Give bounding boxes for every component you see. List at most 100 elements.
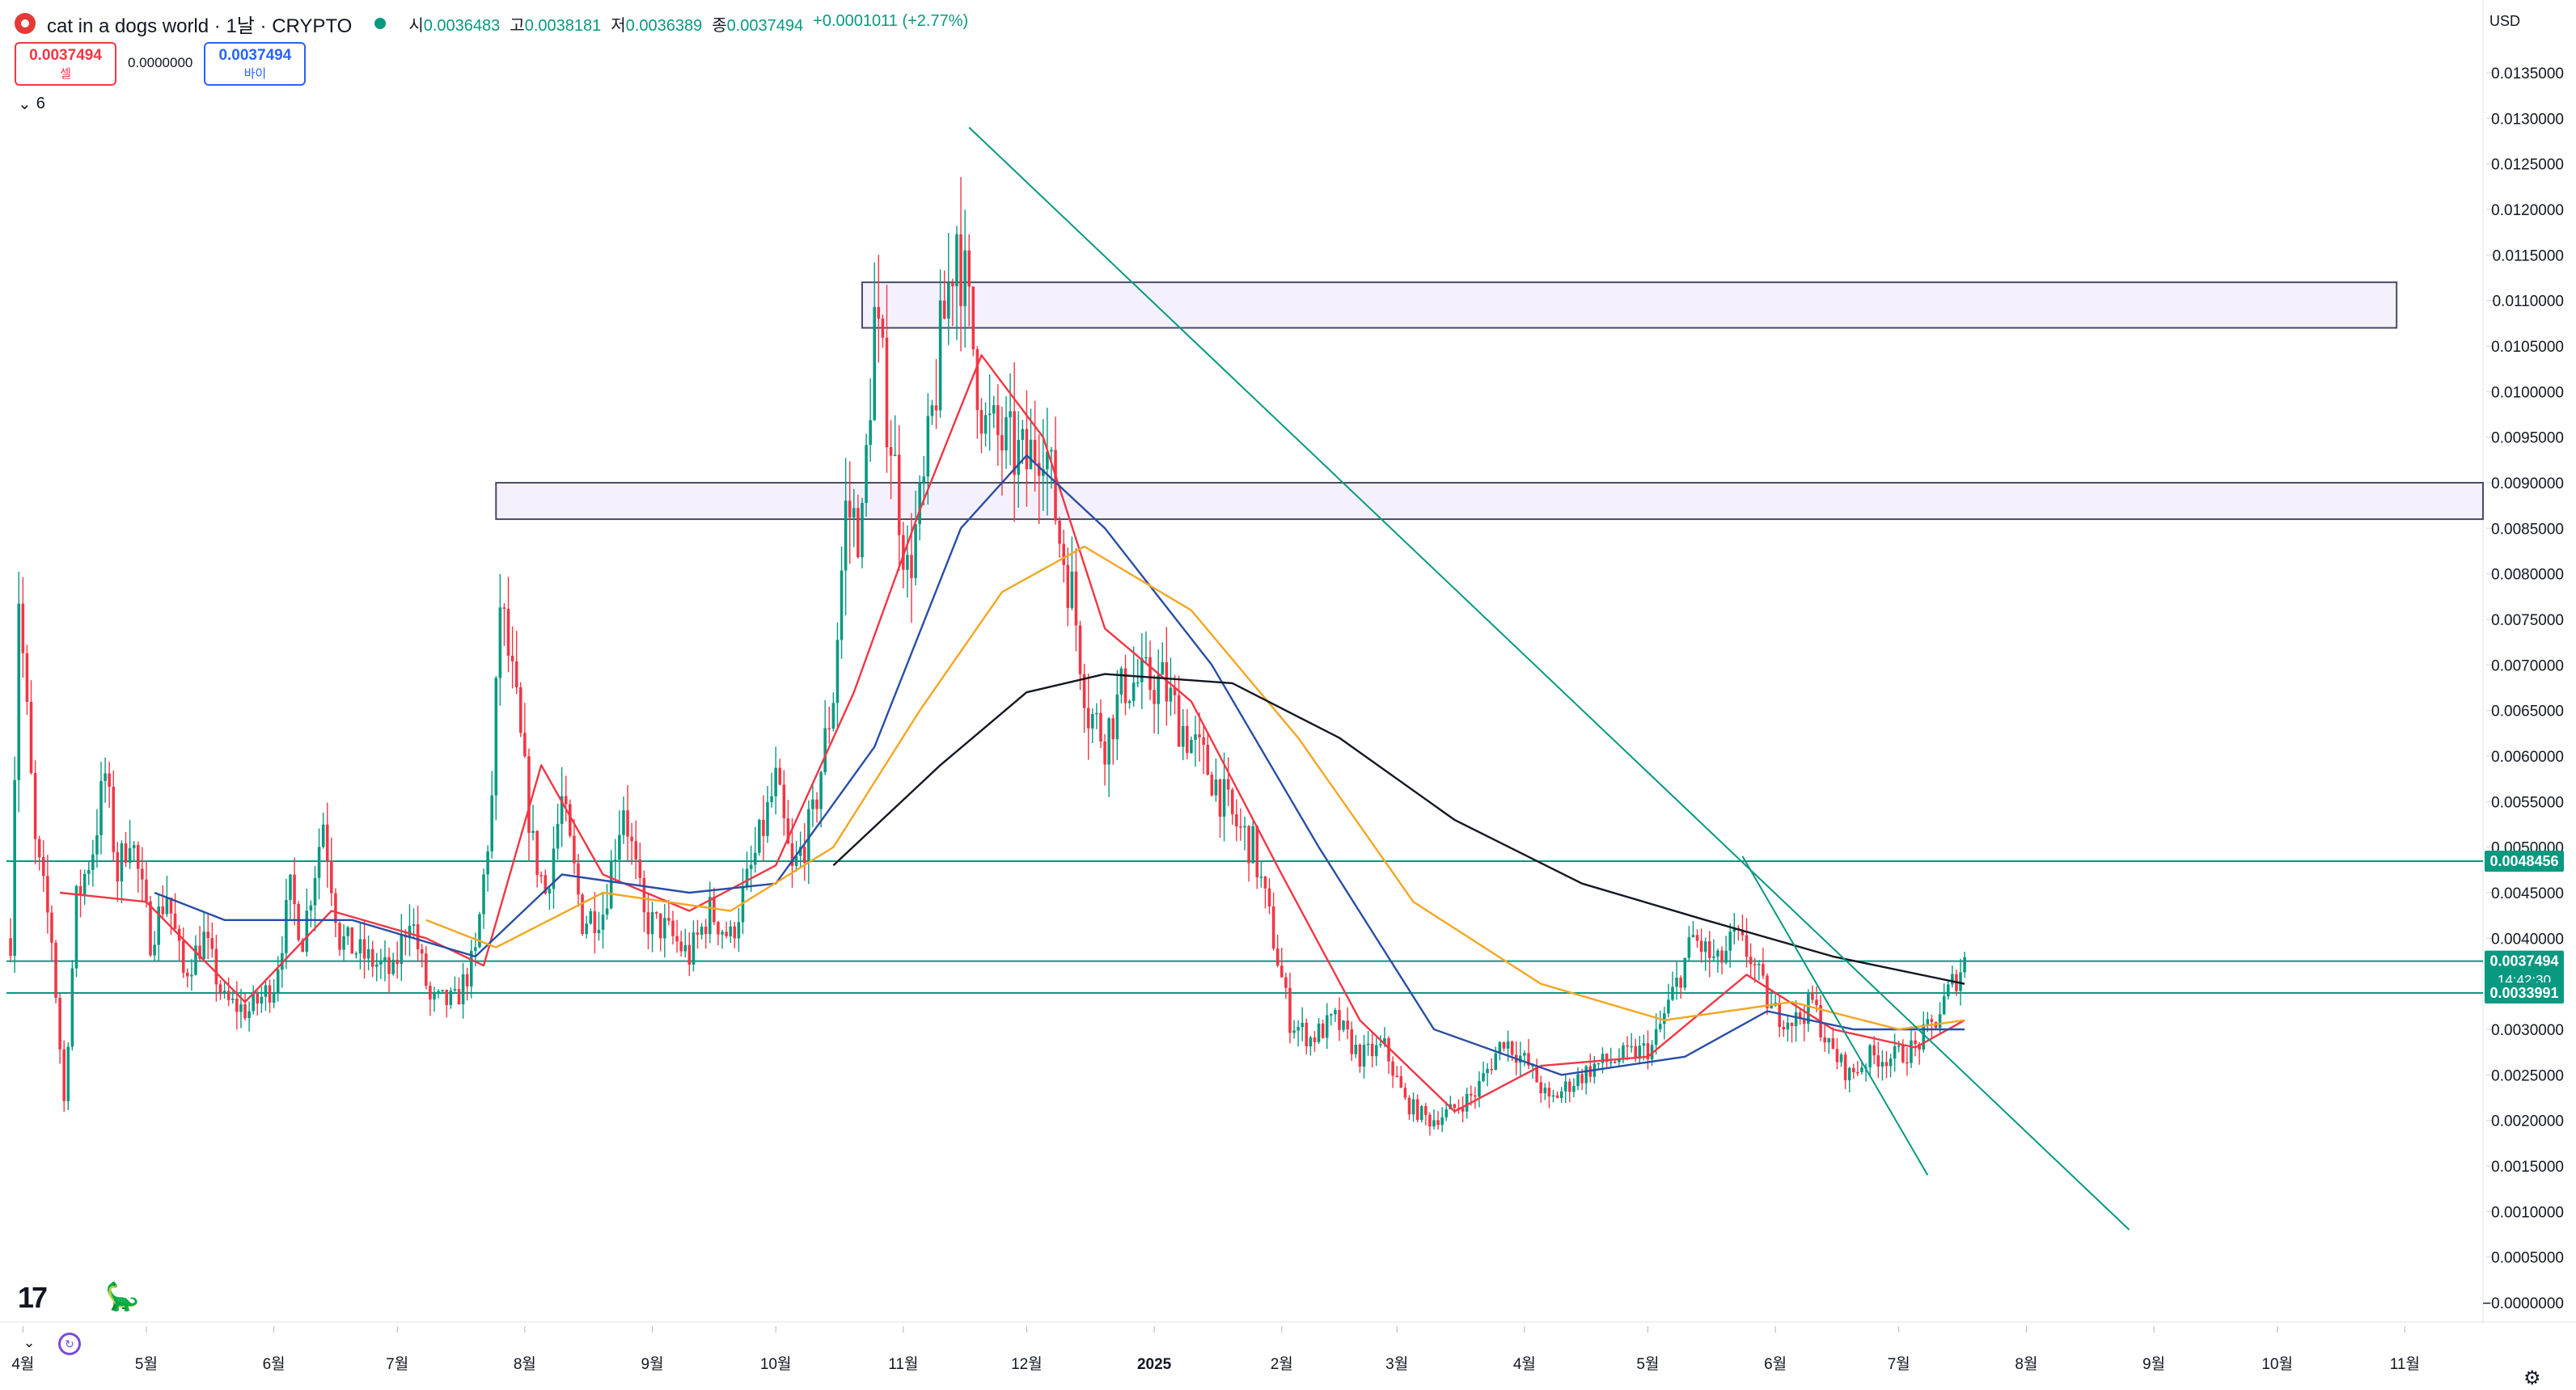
candle-body: [881, 318, 885, 338]
candle-body: [869, 420, 872, 446]
candle-body: [1938, 1014, 1942, 1029]
candle-body: [1539, 1082, 1542, 1093]
trade-buttons: 0.0037494 셀 0.0000000 0.0037494 바이: [15, 42, 307, 86]
y-tick-label: 0.0130000: [2491, 111, 2564, 128]
candle-body: [1618, 1059, 1621, 1063]
currency-selector[interactable]: USD: [2489, 13, 2521, 29]
candle-body: [1366, 1043, 1370, 1046]
candle-body: [358, 939, 362, 953]
candle-body: [346, 927, 349, 936]
candle-body: [1551, 1095, 1555, 1097]
zone-rectangle[interactable]: [861, 281, 2398, 329]
candle-body: [865, 445, 868, 504]
x-tick-label: 7월: [386, 1355, 408, 1373]
moving-average-line: [832, 673, 1965, 985]
buy-button[interactable]: 0.0037494 바이: [204, 42, 307, 86]
candle-body: [614, 860, 617, 862]
horizontal-price-lines[interactable]: [6, 860, 2483, 995]
candle-body: [161, 906, 165, 915]
candle-body: [366, 948, 370, 959]
candle-body: [104, 773, 107, 781]
candle-body: [214, 948, 218, 985]
candle-body: [1807, 992, 1810, 1025]
resistance-zones[interactable]: [495, 281, 2484, 521]
candle-body: [1626, 1045, 1629, 1047]
candle-body: [112, 787, 116, 852]
candle-body: [74, 885, 78, 969]
candle-body: [1963, 957, 1966, 973]
chevron-down-icon[interactable]: ⌄: [23, 1333, 36, 1350]
candle-body: [190, 974, 193, 977]
candle-body: [544, 875, 548, 894]
candle-body: [1880, 1062, 1884, 1067]
trendlines[interactable]: [968, 126, 2130, 1231]
x-tick-label: 11월: [2390, 1355, 2420, 1373]
candle-body: [461, 974, 465, 1005]
trendline[interactable]: [1741, 856, 1929, 1176]
candle-body: [1029, 439, 1033, 470]
candle-body: [1942, 996, 1946, 1015]
candle-body: [1798, 1012, 1802, 1019]
candle-body: [1115, 694, 1119, 740]
candle-body: [1699, 940, 1703, 953]
candle-body: [1186, 725, 1189, 754]
candle-body: [1395, 1075, 1398, 1077]
buy-price: 0.0037494: [218, 47, 292, 64]
trendline[interactable]: [968, 126, 2130, 1231]
zone-rectangle[interactable]: [495, 482, 2484, 521]
candle-body: [99, 780, 103, 835]
candle-body: [1334, 1010, 1337, 1015]
candle-body: [1770, 1005, 1773, 1009]
candle-body: [861, 503, 864, 558]
candle-body: [1070, 571, 1074, 608]
candle-body: [37, 839, 41, 858]
candle-body: [1613, 1062, 1617, 1063]
reset-icon[interactable]: ↻: [58, 1333, 81, 1355]
candle-body: [758, 819, 761, 853]
candle-body: [1568, 1081, 1571, 1092]
x-tick-label: 2월: [1271, 1355, 1293, 1373]
candle-body: [1046, 451, 1049, 470]
candle-body: [1078, 625, 1082, 674]
y-tick-label: 0.0090000: [2491, 475, 2564, 492]
candle-body: [1284, 977, 1288, 988]
candle-body: [1119, 668, 1123, 695]
candle-body: [683, 944, 687, 952]
candle-body: [1021, 429, 1025, 441]
candle-body: [737, 922, 741, 939]
tradingview-logo-icon[interactable]: 17: [18, 1281, 48, 1314]
dino-icon[interactable]: 🦕: [105, 1282, 140, 1312]
candle-body: [1930, 1019, 1934, 1022]
gear-icon[interactable]: ⚙: [2523, 1367, 2541, 1389]
candle-body: [301, 940, 304, 953]
candle-body: [1490, 1068, 1493, 1071]
candle-body: [1301, 1022, 1304, 1028]
candle-body: [1243, 826, 1246, 828]
candle-body: [289, 874, 292, 901]
candle-body: [1239, 826, 1242, 828]
candle-body: [1190, 739, 1193, 754]
candle-body: [831, 703, 835, 729]
candle-body: [202, 932, 205, 959]
x-tick-label: 4월: [11, 1355, 34, 1373]
sell-button[interactable]: 0.0037494 셀: [15, 42, 116, 86]
candle-body: [120, 843, 124, 882]
candle-body: [1111, 718, 1115, 740]
candle-body: [9, 938, 12, 956]
candle-body: [1218, 779, 1222, 817]
candle-body: [116, 851, 120, 882]
candle-body: [577, 863, 580, 895]
candle-body: [700, 926, 704, 935]
candle-body: [453, 989, 457, 991]
candle-body: [605, 908, 609, 915]
candle-body: [918, 483, 921, 525]
indicators-toggle[interactable]: ⌄ 6: [18, 94, 45, 114]
time-axis[interactable]: 4월 5월 6월 7월 8월 9월 10월 11월 12월 2025 2월 3월 4월 5월 6월 7월 8월 9…: [0, 1321, 2576, 1373]
candle-body: [449, 990, 453, 1005]
price-axis[interactable]: 0.0135000 0.0130000 0.0125000 0.0120000 0.01…: [2482, 65, 2564, 1312]
candle-body: [33, 772, 37, 839]
symbol-title[interactable]: cat in a dogs world · 1날 · CRYPTO: [47, 15, 353, 37]
candle-body: [231, 998, 235, 1000]
candle-body: [1066, 564, 1070, 608]
